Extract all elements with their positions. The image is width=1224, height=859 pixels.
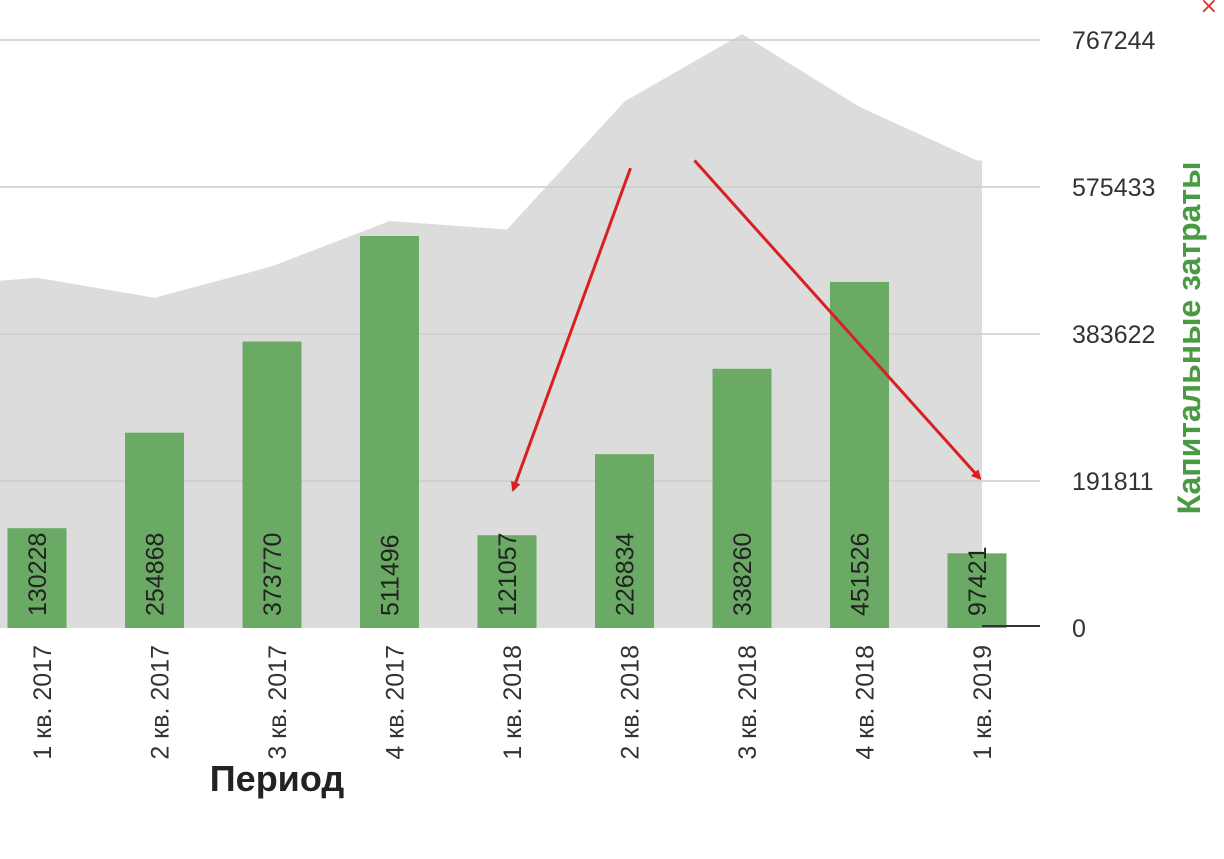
x-tick-label: 3 кв. 2018 [734,645,762,760]
bar-value-label: 451526 [847,533,875,616]
x-tick-label: 2 кв. 2018 [617,645,645,760]
bar [712,368,772,628]
axis-ticks: 0 191811 383622 575433 767244 1 кв. 2017 2 кв.… [29,27,1156,760]
x-tick-label: 4 кв. 2017 [382,645,410,760]
bar [477,535,537,628]
x-tick-label: 2 кв. 2017 [147,645,175,760]
x-tick-label: 3 кв. 2017 [264,645,292,760]
y-tick-label: 0 [1072,615,1086,643]
bar-value-label: 511496 [377,534,405,616]
annotation-arrow [511,167,632,492]
bar [595,454,654,628]
bar-value-label: 338260 [729,533,757,616]
bar [360,236,419,628]
close-icon[interactable]: × [1199,0,1218,19]
y-tick-label: 575433 [1072,174,1155,202]
y-tick-label: 191811 [1072,468,1154,496]
x-tick-label: 1 кв. 2019 [969,645,997,760]
bar [7,528,67,628]
bar [242,341,302,628]
bar-value-label: 97421 [964,546,992,616]
bar-value-label: 373770 [259,533,287,616]
y-axis-title: Капитальные затраты [1171,162,1207,515]
bar-value-label: 254868 [142,533,170,616]
data-labels: 130228 254868 373770 511496 121057 226834 3382… [24,532,992,616]
x-axis-title: Период [210,758,345,799]
bar [830,281,889,628]
bar [947,553,1007,628]
x-tick-label: 1 кв. 2018 [499,645,527,760]
bar-value-label: 130228 [24,533,52,616]
bar-series-layer [7,236,1040,628]
x-tick-label: 4 кв. 2018 [852,645,880,760]
bar-value-label: 226834 [612,532,640,616]
annotation-arrows [511,159,982,492]
y-tick-label: 383622 [1072,321,1155,349]
bar [125,432,184,628]
annotation-arrow [693,159,982,481]
bar-value-label: 121057 [494,533,522,616]
x-tick-label: 1 кв. 2017 [29,645,57,760]
y-tick-label: 767244 [1072,27,1156,55]
